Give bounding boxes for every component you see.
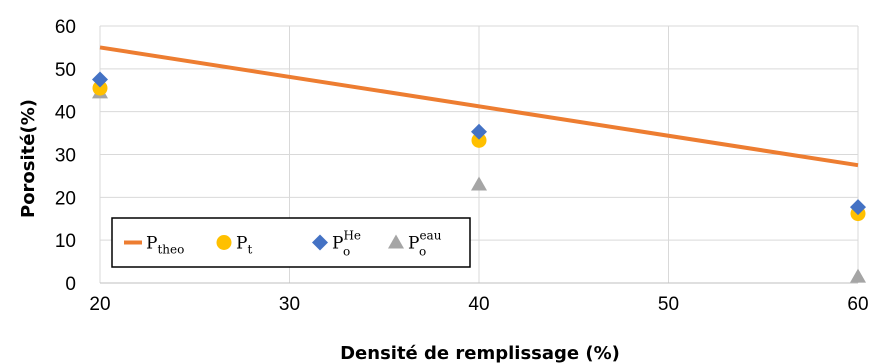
- x-axis-title: Densité de remplissage (%): [340, 343, 620, 364]
- data-marks: [92, 45, 866, 283]
- legend-swatch-diamond: [312, 234, 328, 251]
- data-point-diamond: [471, 123, 487, 140]
- legend-box: [111, 217, 471, 268]
- legend-subscript: t: [247, 243, 252, 257]
- data-point-diamond: [92, 71, 108, 88]
- legend-subscript: o: [419, 245, 426, 259]
- x-tick-label: 20: [89, 294, 110, 315]
- data-point-triangle: [471, 176, 487, 191]
- y-axis-title: Porosité(%): [18, 99, 39, 218]
- data-point-triangle: [850, 268, 866, 283]
- y-tick-label: 40: [55, 103, 76, 124]
- y-tick-label: 0: [65, 274, 76, 295]
- x-tick-label: 60: [847, 294, 868, 315]
- y-tick-label: 60: [55, 17, 76, 38]
- y-tick-label: 50: [55, 60, 76, 81]
- x-tick-label: 50: [658, 294, 679, 315]
- legend-superscript: He: [343, 229, 361, 243]
- legend-swatch-circle: [216, 235, 232, 250]
- y-tick-label: 30: [55, 146, 76, 167]
- y-tick-label: 10: [55, 231, 76, 252]
- legend-subscript: o: [343, 245, 350, 259]
- data-point-circle: [471, 132, 487, 148]
- legend-swatch-triangle: [388, 234, 404, 249]
- legend-superscript: eau: [419, 229, 441, 243]
- legend-subscript: theo: [157, 243, 184, 257]
- series-line-theo: [99, 45, 859, 168]
- data-point-diamond: [850, 199, 866, 216]
- x-tick-label: 40: [468, 294, 489, 315]
- x-tick-label: 30: [279, 294, 300, 315]
- legend: Ptheo Pt PHe o Peau o: [111, 217, 471, 268]
- y-tick-label: 20: [55, 188, 76, 209]
- data-point-circle: [92, 80, 108, 96]
- tick-labels: 0 10 20 30 40 50 60 20 30 40 50 60: [55, 17, 869, 315]
